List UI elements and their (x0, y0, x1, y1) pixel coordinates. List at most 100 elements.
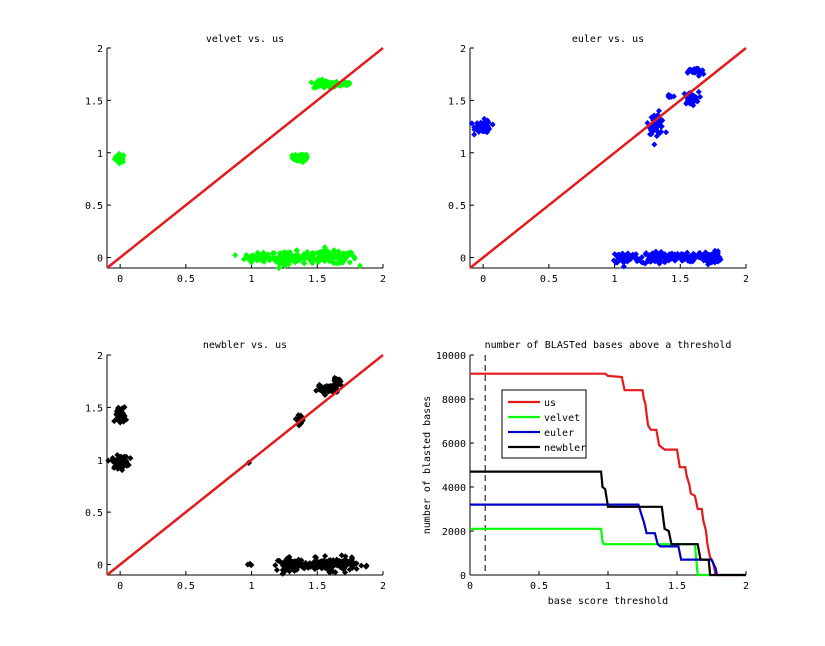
scatter-point (312, 559, 319, 566)
scatter-point (127, 455, 134, 462)
scatter-point (624, 253, 631, 260)
scatter-point (316, 558, 323, 565)
scatter-point (331, 385, 338, 392)
scatter-point (121, 404, 128, 411)
scatter-point (706, 252, 713, 259)
scatter-cluster (111, 404, 130, 426)
scatter-point (485, 119, 492, 126)
x-tick-label: 0.5 (177, 581, 195, 592)
scatter-cluster (327, 374, 345, 392)
x-tick-label: 2 (743, 274, 749, 285)
x-tick-label: 0.5 (530, 581, 548, 592)
scatter-point (111, 418, 118, 425)
y-tick-label: 6000 (442, 439, 466, 450)
legend: us velvet euler newbler (501, 389, 587, 459)
x-tick-label: 1 (605, 581, 611, 592)
scatter-point (320, 250, 327, 257)
scatter-point (704, 259, 711, 266)
scatter-point (340, 565, 347, 572)
scatter-point (651, 141, 658, 148)
x-axis-label: base score threshold (548, 596, 668, 607)
scatter-point (688, 252, 695, 259)
scatter-point (293, 157, 300, 164)
scatter-point (254, 249, 261, 256)
scatter-point (330, 252, 337, 259)
scatter-point (471, 124, 478, 131)
scatter-point (338, 552, 345, 559)
scatter-point (688, 93, 695, 100)
scatter-point (346, 80, 353, 87)
y-axis-label: number of blasted bases (422, 396, 433, 534)
scatter-point (711, 247, 718, 254)
scatter-point (653, 133, 660, 140)
scatter-cluster (111, 150, 127, 167)
scatter-point (299, 254, 306, 261)
scatter-point (280, 568, 287, 575)
scatter-cluster (468, 115, 496, 138)
series-line-velvet (470, 527, 711, 577)
scatter-cluster (244, 560, 255, 568)
scatter-cluster (105, 451, 134, 474)
scatter-point (281, 262, 288, 269)
series-line-us (470, 372, 746, 577)
x-tick-label: 1.5 (308, 274, 326, 285)
scatter-point (312, 565, 319, 572)
scatter-point (283, 560, 290, 567)
scatter-point (293, 561, 300, 568)
scatter-cluster (289, 151, 311, 166)
scatter-point (356, 262, 363, 269)
scatter-point (332, 569, 339, 576)
scatter-point (294, 247, 301, 254)
scatter-point (679, 257, 686, 264)
scatter-point (661, 251, 668, 258)
scatter-point (620, 254, 627, 261)
y-tick-label: 1 (97, 456, 103, 467)
scatter-point (109, 457, 116, 464)
scatter-point (277, 255, 284, 262)
legend-label-us: us (544, 398, 556, 409)
diagonal-line (106, 47, 384, 269)
scatter-point (668, 250, 675, 257)
scatter-point (334, 260, 341, 267)
scatter-point (321, 244, 328, 251)
x-tick-label: 0.5 (177, 274, 195, 285)
x-tick-label: 2 (743, 581, 749, 592)
scatter-point (306, 560, 313, 567)
scatter-point (302, 559, 309, 566)
x-tick-label: 0 (467, 581, 473, 592)
scatter-point (634, 258, 641, 265)
scatter-point (114, 451, 121, 458)
diagonal-line (106, 354, 384, 576)
y-tick-label: 8000 (442, 395, 466, 406)
scatter-point (117, 464, 124, 471)
scatter-points (111, 76, 363, 272)
y-tick-label: 4000 (442, 483, 466, 494)
scatter-point (117, 413, 124, 420)
x-tick-label: 1 (249, 581, 255, 592)
scatter-point (314, 255, 321, 262)
scatter-point (701, 251, 708, 258)
scatter-point (363, 563, 370, 570)
scatter-points (105, 374, 370, 577)
diagonal-line (469, 47, 747, 269)
scatter-point (292, 257, 299, 264)
scatter-point (349, 558, 356, 565)
scatter-point (113, 408, 120, 415)
scatter-point (697, 93, 704, 100)
scatter-point (123, 459, 130, 466)
scatter-point (684, 257, 691, 264)
scatter-point (307, 253, 314, 260)
scatter-point (349, 564, 356, 571)
scatter-point (120, 418, 127, 425)
scatter-point (273, 566, 280, 573)
scatter-point (709, 253, 716, 260)
scatter-point (316, 386, 323, 393)
scatter-point (474, 120, 481, 127)
x-tick-label: 2 (380, 274, 386, 285)
scatter-point (485, 124, 492, 131)
scatter-point (308, 79, 315, 86)
scatter-point (489, 121, 496, 128)
scatter-panel-velvet: velvet vs. us 0 0.5 1 1.5 2 0 0.5 1 1.5 2 (85, 34, 386, 285)
scatter-point (478, 120, 485, 127)
panel-title: euler vs. us (572, 34, 644, 45)
